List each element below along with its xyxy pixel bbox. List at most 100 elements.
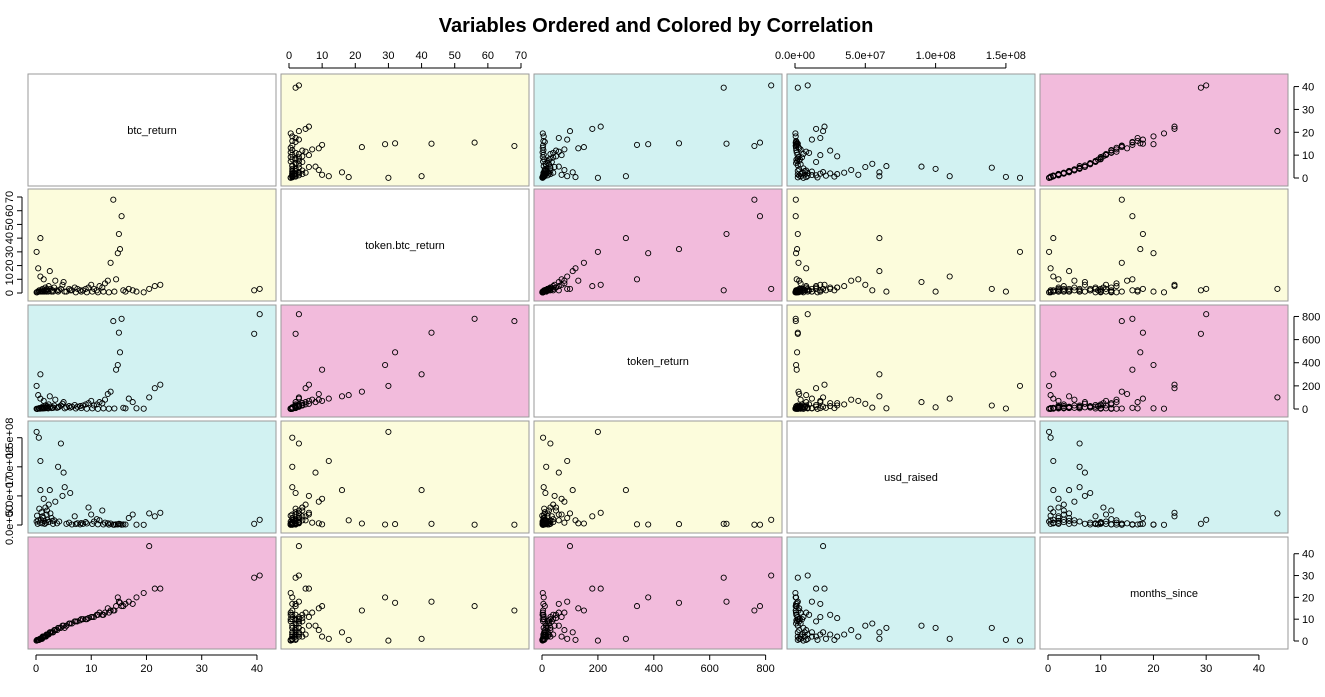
data-point (817, 613, 824, 621)
data-point (597, 123, 604, 130)
data-point (1171, 125, 1178, 132)
data-point (876, 371, 883, 378)
data-point (345, 636, 352, 643)
data-point (751, 142, 758, 150)
data-point (1016, 637, 1024, 644)
data-point (1124, 145, 1131, 152)
data-point (558, 495, 565, 502)
data-point (862, 622, 869, 629)
data-point (289, 133, 296, 140)
data-point (540, 142, 547, 149)
data-point (720, 520, 727, 527)
data-point (299, 147, 306, 154)
right-tick-label: 200 (1302, 381, 1320, 393)
data-point (67, 620, 74, 627)
data-point (146, 510, 153, 517)
data-point (1081, 278, 1088, 286)
bottom-tick-label: 0 (539, 663, 545, 675)
data-point (539, 174, 546, 181)
data-point (1137, 246, 1144, 253)
data-point (800, 150, 807, 158)
data-point (1118, 405, 1125, 412)
bottom-tick-label: 0 (1045, 663, 1051, 675)
data-point (918, 163, 925, 170)
data-point (1171, 513, 1178, 520)
data-point (1016, 174, 1024, 181)
data-point (1139, 285, 1146, 292)
data-point (1129, 366, 1136, 373)
data-point (133, 594, 140, 601)
data-point (751, 607, 758, 614)
data-point (817, 281, 824, 288)
panel-border (27, 420, 277, 534)
data-point (111, 405, 118, 412)
data-point (564, 173, 571, 180)
data-point (792, 130, 799, 137)
right-tick-label: 800 (1302, 311, 1320, 323)
data-point (1076, 463, 1083, 470)
data-point (63, 520, 70, 527)
data-point (1002, 288, 1009, 295)
data-point (1016, 382, 1024, 389)
data-point (418, 371, 425, 378)
data-point (564, 635, 571, 642)
right-tick-label: 400 (1302, 358, 1320, 370)
data-point (806, 149, 813, 156)
data-point (315, 390, 322, 398)
data-point (834, 153, 841, 160)
data-point (309, 609, 316, 616)
data-point (813, 125, 820, 132)
data-point (289, 463, 296, 470)
data-point (289, 484, 296, 491)
data-point (558, 152, 565, 159)
data-point (428, 520, 435, 527)
data-point (1137, 349, 1144, 356)
data-point (338, 629, 346, 636)
chart-title: Variables Ordered and Colored by Correla… (439, 15, 874, 37)
data-point (1076, 405, 1083, 412)
data-point (93, 401, 100, 408)
data-point (1108, 507, 1115, 514)
data-point (133, 288, 140, 295)
data-point (305, 511, 312, 518)
data-point (1113, 280, 1120, 287)
data-point (358, 388, 365, 395)
data-point (114, 250, 121, 257)
data-point (827, 400, 834, 407)
data-point (1118, 142, 1125, 149)
data-point (140, 405, 147, 412)
data-point (558, 276, 565, 283)
data-point (1066, 520, 1073, 527)
data-point (312, 622, 319, 629)
data-point (841, 283, 848, 290)
data-point (319, 633, 326, 640)
data-point (539, 130, 546, 137)
data-point (555, 622, 562, 629)
data-point (292, 574, 299, 581)
data-point (831, 287, 838, 294)
data-point (345, 392, 352, 399)
data-point (793, 603, 800, 610)
data-point (918, 399, 925, 406)
data-point (1087, 489, 1094, 497)
right-tick-label: 0 (1302, 173, 1308, 185)
data-point (540, 434, 547, 441)
panel-months_since-vs-token_return (533, 536, 783, 650)
data-point (302, 513, 309, 520)
panel-usd_raised-vs-token.btc_return (280, 420, 530, 534)
data-point (1081, 469, 1088, 476)
data-point (1047, 265, 1054, 272)
data-point (580, 144, 587, 151)
data-point (558, 613, 565, 621)
data-point (589, 585, 596, 592)
data-point (792, 133, 799, 140)
panel-border (533, 536, 783, 650)
data-point (1081, 400, 1088, 407)
data-point (43, 511, 50, 518)
data-point (804, 572, 811, 579)
panel-border (533, 304, 783, 418)
panel-border (280, 73, 530, 187)
data-point (33, 382, 40, 389)
left-tick-label: 20 (4, 259, 16, 271)
data-point (848, 627, 855, 634)
